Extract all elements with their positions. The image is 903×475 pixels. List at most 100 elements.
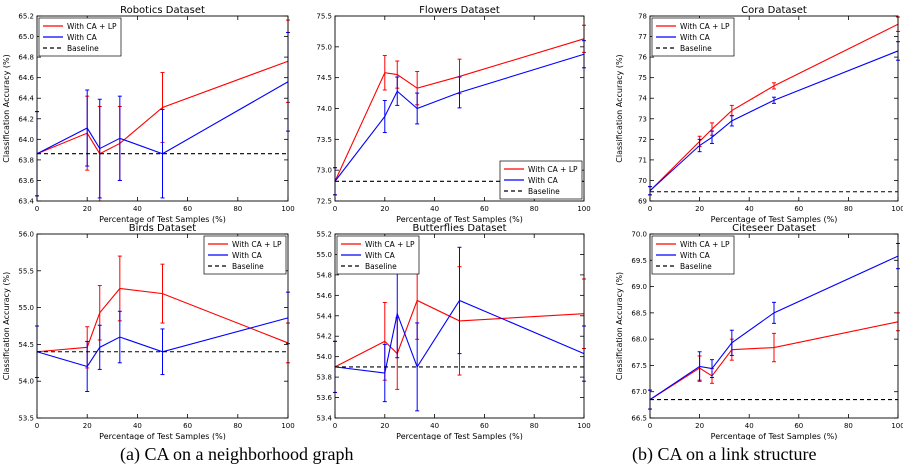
figure-panels: Robotics Dataset 0 20 40 60 80 100 63.4 63.6 63.8… (2, 5, 903, 440)
plot-frame (334, 233, 585, 419)
legend-label: With CA + LP (680, 22, 730, 31)
y-tick-label: 69.5 (631, 257, 647, 265)
y-axis-label: Classification Accuracy (%) (615, 54, 624, 162)
x-tick-label: 0 (333, 422, 337, 430)
legend-label: With CA (680, 33, 711, 42)
legend-label: Baseline (528, 187, 560, 196)
y-tick-label: 67.0 (631, 388, 647, 396)
legend-label: Baseline (680, 44, 712, 53)
x-axis-label: Percentage of Test Samples (%) (396, 432, 523, 440)
x-tick-label: 40 (133, 422, 142, 430)
y-tick-label: 65.0 (18, 33, 34, 41)
x-tick-label: 40 (745, 422, 754, 430)
x-tick-label: 80 (530, 205, 539, 213)
y-tick-label: 71 (638, 156, 647, 164)
y-tick-label: 64.0 (18, 136, 34, 144)
y-tick-label: 66.5 (631, 415, 647, 423)
x-tick-label: 100 (281, 205, 294, 213)
x-tick-label: 20 (695, 422, 704, 430)
chart-title: Birds Dataset (129, 223, 197, 234)
chart-panel-4: Birds Dataset 0 20 40 60 80 100 53.5 54.0 54.5 55.… (2, 223, 295, 440)
y-tick-label: 69 (638, 198, 647, 206)
x-tick-label: 60 (480, 422, 489, 430)
y-tick-label: 53.5 (18, 415, 34, 423)
series-line (334, 38, 585, 182)
x-axis-label: Percentage of Test Samples (%) (711, 432, 838, 440)
series-line (649, 23, 899, 192)
x-tick-label: 0 (648, 205, 652, 213)
x-tick-label: 40 (133, 205, 142, 213)
legend-label: With CA (365, 251, 396, 260)
y-tick-label: 74.0 (316, 105, 332, 113)
plot-frame (649, 233, 899, 419)
y-tick-label: 75 (638, 74, 647, 82)
y-tick-label: 65.2 (18, 13, 34, 21)
legend-label: With CA + LP (528, 165, 578, 174)
series-line (334, 299, 585, 374)
plot-frame (36, 233, 289, 419)
chart-title: Flowers Dataset (419, 5, 500, 16)
y-tick-label: 54.2 (316, 333, 332, 341)
y-tick-label: 63.6 (18, 177, 34, 185)
x-tick-label: 20 (380, 205, 389, 213)
y-tick-label: 73.0 (316, 167, 332, 175)
y-tick-label: 75.0 (316, 43, 332, 51)
legend: With CA + LP With CA Baseline (336, 235, 420, 275)
legend-label: With CA (680, 251, 711, 260)
x-axis-label: Percentage of Test Samples (%) (99, 215, 226, 224)
x-tick-label: 100 (891, 205, 903, 213)
x-tick-label: 20 (83, 422, 92, 430)
x-tick-label: 0 (333, 205, 337, 213)
y-tick-label: 55.0 (18, 304, 34, 312)
y-tick-label: 64.4 (18, 95, 34, 103)
y-tick-label: 76 (638, 54, 647, 62)
y-tick-label: 54.5 (18, 341, 34, 349)
x-tick-label: 100 (891, 422, 903, 430)
legend-label: With CA + LP (67, 22, 117, 31)
legend-label: Baseline (680, 262, 712, 271)
chart-title: Cora Dataset (741, 5, 807, 16)
x-tick-label: 60 (794, 205, 803, 213)
x-tick-label: 80 (844, 205, 853, 213)
y-tick-label: 75.5 (316, 13, 332, 21)
plot-frame (649, 15, 899, 202)
chart-panel-6: Citeseer Dataset 0 20 40 60 80 100 66.5 67.0 67.5… (615, 223, 903, 440)
chart-panel-3: Cora Dataset 0 20 40 60 80 100 69 70 71 72 73 74 75 76… (615, 5, 903, 224)
legend-label: Baseline (365, 262, 397, 271)
legend: With CA + LP With CA Baseline (203, 235, 287, 275)
x-tick-label: 80 (530, 422, 539, 430)
plot-frame (334, 15, 585, 202)
y-tick-label: 53.8 (316, 374, 332, 382)
y-tick-label: 78 (638, 13, 647, 21)
y-axis-label: Classification Accuracy (%) (2, 272, 11, 380)
x-tick-label: 100 (577, 422, 590, 430)
x-axis-label: Percentage of Test Samples (%) (396, 215, 523, 224)
x-tick-label: 60 (794, 422, 803, 430)
y-tick-label: 64.6 (18, 74, 34, 82)
series-line (36, 287, 289, 353)
x-tick-label: 60 (183, 205, 192, 213)
y-tick-label: 72 (638, 136, 647, 144)
series-line (36, 317, 289, 368)
legend: With CA + LP With CA Baseline (38, 17, 122, 57)
chart-title: Robotics Dataset (120, 5, 205, 16)
x-tick-label: 20 (83, 205, 92, 213)
y-tick-label: 64.8 (18, 54, 34, 62)
series-line (649, 50, 899, 192)
y-tick-label: 56.0 (18, 231, 34, 239)
x-axis-label: Percentage of Test Samples (%) (99, 432, 226, 440)
chart-panel-1: Robotics Dataset 0 20 40 60 80 100 63.4 63.6 63.8… (2, 5, 295, 224)
series-line (649, 321, 899, 401)
y-tick-label: 68.0 (631, 336, 647, 344)
y-tick-label: 54.4 (316, 312, 332, 320)
y-tick-label: 54.0 (18, 378, 34, 386)
legend-label: With CA (232, 251, 263, 260)
x-tick-label: 40 (745, 205, 754, 213)
x-tick-label: 20 (695, 205, 704, 213)
y-tick-label: 70.0 (631, 231, 647, 239)
legend-label: With CA + LP (232, 240, 282, 249)
x-tick-label: 0 (35, 205, 39, 213)
series-line (36, 81, 289, 155)
legend-label: With CA + LP (365, 240, 415, 249)
y-tick-label: 53.4 (316, 415, 332, 423)
